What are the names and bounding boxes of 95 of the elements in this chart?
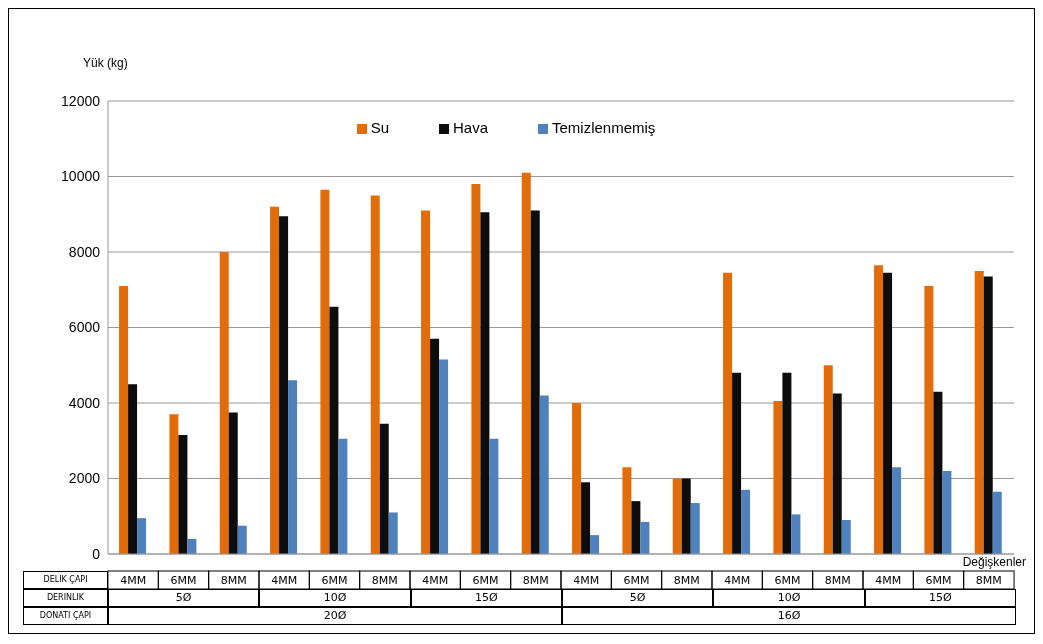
x-tick-label: 4MM bbox=[422, 574, 449, 587]
text: DELIK ÇAPI bbox=[23, 571, 108, 589]
text: 20Ø bbox=[108, 607, 562, 625]
x-tick-label: 8MM bbox=[371, 574, 398, 587]
text: DONATI ÇAPI bbox=[23, 607, 108, 625]
x-tick-label: 8MM bbox=[220, 574, 247, 587]
x-tick-label: 8MM bbox=[522, 574, 549, 587]
x-tick-label: 8MM bbox=[975, 574, 1002, 587]
x-tick-label: 4MM bbox=[120, 574, 147, 587]
bar bbox=[723, 272, 733, 554]
bar bbox=[892, 467, 902, 554]
bar bbox=[187, 538, 197, 554]
bar bbox=[581, 482, 591, 554]
x-tick-label: 6MM bbox=[321, 574, 348, 587]
text: 10Ø bbox=[713, 589, 865, 607]
bar bbox=[219, 252, 229, 554]
bar bbox=[823, 365, 833, 554]
bar bbox=[521, 172, 531, 554]
x-tick-label: 6MM bbox=[472, 574, 499, 587]
bar bbox=[228, 412, 238, 554]
bar bbox=[539, 395, 549, 554]
bar bbox=[128, 384, 138, 554]
x-tick-label: 6MM bbox=[170, 574, 197, 587]
bar bbox=[137, 518, 147, 554]
bar bbox=[421, 210, 431, 554]
x-axis-title: Değişkenler bbox=[962, 555, 1026, 569]
bar bbox=[169, 414, 179, 554]
bar bbox=[924, 285, 934, 554]
bar bbox=[741, 489, 751, 554]
x-tick-label: 4MM bbox=[724, 574, 751, 587]
bar bbox=[832, 393, 842, 554]
bar bbox=[471, 184, 481, 554]
bar bbox=[388, 512, 398, 554]
bar bbox=[279, 216, 289, 554]
text: 5Ø bbox=[108, 589, 260, 607]
y-tick-label: 12000 bbox=[61, 92, 101, 109]
bar bbox=[992, 491, 1002, 554]
bar bbox=[439, 359, 449, 554]
bar bbox=[572, 403, 582, 554]
text: 16Ø bbox=[562, 607, 1016, 625]
x-tick-label: 4MM bbox=[573, 574, 600, 587]
bar bbox=[841, 520, 851, 554]
text: 5Ø bbox=[562, 589, 714, 607]
bar bbox=[681, 478, 691, 554]
bar bbox=[530, 210, 540, 554]
bar bbox=[480, 212, 490, 554]
bar bbox=[590, 535, 600, 554]
y-tick-label: 0 bbox=[92, 545, 101, 562]
bar bbox=[782, 372, 792, 554]
bar bbox=[732, 372, 742, 554]
x-tick-label: 8MM bbox=[824, 574, 851, 587]
bar bbox=[237, 525, 247, 554]
x-tick-label: 4MM bbox=[271, 574, 298, 587]
bar bbox=[983, 276, 993, 554]
bar bbox=[430, 338, 440, 554]
bar bbox=[874, 265, 884, 554]
bar bbox=[119, 285, 129, 554]
bar bbox=[270, 206, 280, 554]
x-tick-label: 8MM bbox=[673, 574, 700, 587]
bar bbox=[338, 438, 348, 554]
legend-label: Temizlenmemiş bbox=[552, 119, 656, 136]
y-tick-label: 6000 bbox=[68, 319, 101, 336]
text: DERINLIK bbox=[23, 589, 108, 607]
text: 15Ø bbox=[410, 589, 562, 607]
bar bbox=[631, 501, 641, 554]
bar bbox=[320, 189, 330, 554]
x-tick-label: 6MM bbox=[774, 574, 801, 587]
bar bbox=[288, 380, 298, 554]
legend-label: Su bbox=[370, 119, 389, 136]
bar bbox=[773, 401, 783, 554]
bar bbox=[640, 521, 650, 554]
bar bbox=[329, 306, 339, 554]
bar bbox=[974, 270, 984, 554]
bar bbox=[791, 514, 801, 554]
x-tick-label: 6MM bbox=[623, 574, 650, 587]
bar bbox=[942, 470, 952, 554]
legend-label: Hava bbox=[452, 119, 489, 136]
bar bbox=[379, 423, 389, 554]
bar bbox=[672, 478, 682, 554]
bar bbox=[933, 391, 943, 554]
y-tick-label: 4000 bbox=[68, 394, 101, 411]
bar bbox=[690, 503, 700, 554]
text: 15Ø bbox=[864, 589, 1016, 607]
text: 10Ø bbox=[259, 589, 411, 607]
y-axis-title: Yük (kg) bbox=[83, 56, 128, 70]
x-tick-label: 4MM bbox=[875, 574, 902, 587]
y-tick-label: 10000 bbox=[61, 168, 101, 185]
bar bbox=[622, 467, 632, 554]
y-tick-label: 8000 bbox=[68, 243, 101, 260]
x-tick-label: 6MM bbox=[925, 574, 952, 587]
bar bbox=[178, 435, 188, 554]
bar bbox=[489, 438, 499, 554]
y-tick-label: 2000 bbox=[68, 470, 101, 487]
bar bbox=[370, 195, 380, 554]
bar bbox=[883, 272, 893, 554]
